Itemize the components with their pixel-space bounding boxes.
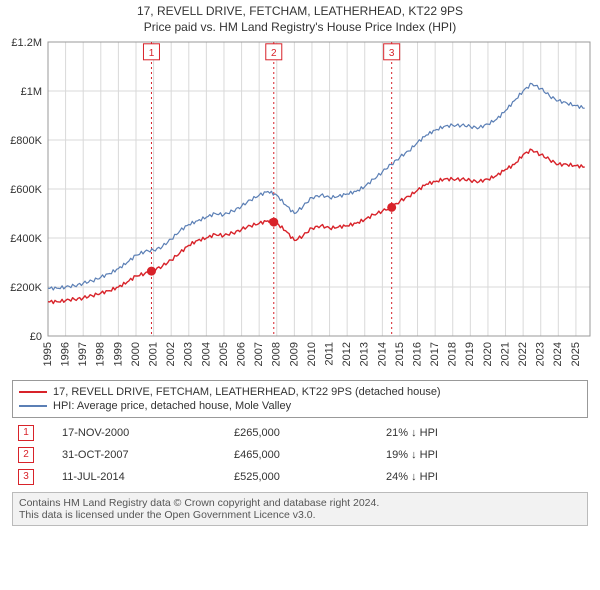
chart-title-sub: Price paid vs. HM Land Registry's House … bbox=[0, 20, 600, 34]
events-table: 1 17-NOV-2000£265,00021% ↓ HPI 2 31-OCT-200… bbox=[12, 422, 588, 488]
event-price: £525,000 bbox=[228, 466, 380, 488]
x-tick-label: 2000 bbox=[130, 342, 142, 366]
x-tick-label: 2025 bbox=[570, 342, 582, 366]
event-delta: 24% ↓ HPI bbox=[380, 466, 588, 488]
event-badge: 3 bbox=[18, 469, 34, 485]
x-tick-label: 2003 bbox=[183, 342, 195, 366]
footer-line-2: This data is licensed under the Open Gov… bbox=[19, 509, 581, 521]
x-tick-label: 2002 bbox=[165, 342, 177, 366]
event-date: 17-NOV-2000 bbox=[56, 422, 228, 444]
y-tick-label: £1M bbox=[21, 86, 42, 98]
event-badge-num: 3 bbox=[389, 48, 395, 59]
x-tick-label: 2020 bbox=[482, 342, 494, 366]
event-date: 11-JUL-2014 bbox=[56, 466, 228, 488]
x-tick-label: 1998 bbox=[95, 342, 107, 366]
event-price: £265,000 bbox=[228, 422, 380, 444]
y-tick-label: £0 bbox=[30, 331, 42, 343]
x-tick-label: 2022 bbox=[517, 342, 529, 366]
event-marker bbox=[269, 218, 278, 227]
x-tick-label: 2005 bbox=[218, 342, 230, 366]
x-tick-label: 1999 bbox=[112, 342, 124, 366]
x-tick-label: 2021 bbox=[499, 342, 511, 366]
x-tick-label: 1995 bbox=[42, 342, 54, 366]
table-row: 1 17-NOV-2000£265,00021% ↓ HPI bbox=[12, 422, 588, 444]
x-tick-label: 2016 bbox=[411, 342, 423, 366]
x-tick-label: 2017 bbox=[429, 342, 441, 366]
y-tick-label: £400K bbox=[10, 233, 42, 245]
x-tick-label: 2012 bbox=[341, 342, 353, 366]
chart-container: 17, REVELL DRIVE, FETCHAM, LEATHERHEAD, … bbox=[0, 0, 600, 526]
x-tick-label: 2001 bbox=[147, 342, 159, 366]
x-tick-label: 2004 bbox=[200, 342, 212, 366]
event-delta: 19% ↓ HPI bbox=[380, 444, 588, 466]
price-chart: £0 £200K £400K £600K £800K £1M £1.2M 1995 1996 19… bbox=[0, 36, 600, 376]
x-tick-label: 2023 bbox=[535, 342, 547, 366]
chart-title-address: 17, REVELL DRIVE, FETCHAM, LEATHERHEAD, … bbox=[0, 4, 600, 18]
legend-swatch bbox=[19, 405, 47, 407]
event-badge: 1 bbox=[18, 425, 34, 441]
x-tick-label: 2011 bbox=[323, 342, 335, 366]
legend-swatch bbox=[19, 391, 47, 393]
legend-label: HPI: Average price, detached house, Mole… bbox=[53, 400, 291, 412]
legend-row: 17, REVELL DRIVE, FETCHAM, LEATHERHEAD, … bbox=[19, 385, 581, 399]
chart-titles: 17, REVELL DRIVE, FETCHAM, LEATHERHEAD, … bbox=[0, 0, 600, 36]
event-badge-num: 1 bbox=[149, 48, 155, 59]
x-tick-label: 2007 bbox=[253, 342, 265, 366]
x-tick-label: 2015 bbox=[394, 342, 406, 366]
x-tick-label: 2013 bbox=[359, 342, 371, 366]
x-tick-label: 2014 bbox=[376, 342, 388, 366]
footer-line-1: Contains HM Land Registry data © Crown c… bbox=[19, 497, 581, 509]
x-tick-label: 2008 bbox=[271, 342, 283, 366]
event-marker bbox=[147, 267, 156, 276]
attribution-footer: Contains HM Land Registry data © Crown c… bbox=[12, 492, 588, 526]
x-tick-label: 2018 bbox=[447, 342, 459, 366]
x-tick-label: 2024 bbox=[552, 342, 564, 366]
table-row: 3 11-JUL-2014£525,00024% ↓ HPI bbox=[12, 466, 588, 488]
x-tick-label: 1996 bbox=[60, 342, 72, 366]
event-delta: 21% ↓ HPI bbox=[380, 422, 588, 444]
event-marker bbox=[387, 203, 396, 212]
x-tick-label: 2019 bbox=[464, 342, 476, 366]
event-date: 31-OCT-2007 bbox=[56, 444, 228, 466]
y-tick-label: £200K bbox=[10, 282, 42, 294]
legend: 17, REVELL DRIVE, FETCHAM, LEATHERHEAD, … bbox=[12, 380, 588, 418]
event-price: £465,000 bbox=[228, 444, 380, 466]
y-tick-label: £800K bbox=[10, 135, 42, 147]
legend-row: HPI: Average price, detached house, Mole… bbox=[19, 399, 581, 413]
x-tick-label: 2010 bbox=[306, 342, 318, 366]
event-badge-num: 2 bbox=[271, 48, 277, 59]
x-tick-label: 2009 bbox=[288, 342, 300, 366]
table-row: 2 31-OCT-2007£465,00019% ↓ HPI bbox=[12, 444, 588, 466]
event-badge: 2 bbox=[18, 447, 34, 463]
x-tick-label: 1997 bbox=[77, 342, 89, 366]
x-tick-label: 2006 bbox=[235, 342, 247, 366]
y-tick-label: £1.2M bbox=[11, 37, 42, 49]
y-tick-label: £600K bbox=[10, 184, 42, 196]
legend-label: 17, REVELL DRIVE, FETCHAM, LEATHERHEAD, … bbox=[53, 386, 441, 398]
